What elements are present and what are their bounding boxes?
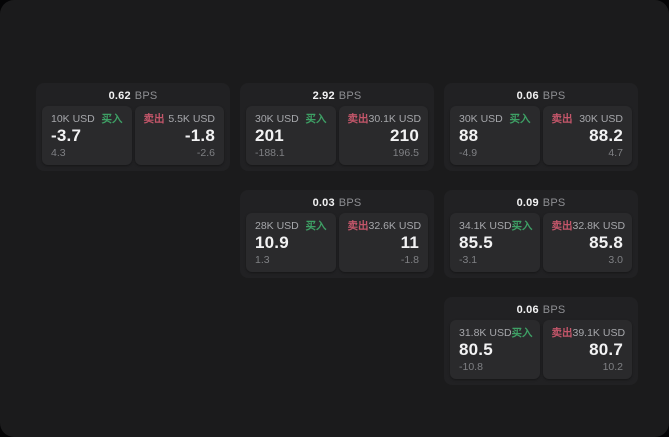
sell-amount: 5.5K USD [168,113,215,125]
bps-suffix-label: BPS [338,90,362,102]
buy-price: 10.9 [255,233,289,252]
quote-card: 2.92 BPS 30K USD 买入 201 -188.1 卖出 30.1K U… [240,83,434,171]
sell-amount: 30K USD [579,113,623,125]
quote-card: 0.06 BPS 31.8K USD 买入 80.5 -10.8 卖出 39.1K… [444,297,638,385]
buy-price: 80.5 [459,340,493,359]
sell-panel[interactable]: 卖出 30.1K USD 210 196.5 [338,106,428,165]
buy-amount: 10K USD [51,113,95,125]
buy-sell-row: 30K USD 买入 88 -4.9 卖出 30K USD 88.2 4.7 [450,106,632,165]
buy-side-label: 买入 [511,220,533,232]
card-header: 2.92 BPS [246,87,428,106]
buy-side-label: 买入 [305,220,327,232]
bps-suffix-label: BPS [542,197,566,209]
buy-delta: -10.8 [459,361,483,373]
card-header: 0.06 BPS [450,87,632,106]
buy-sell-row: 28K USD 买入 10.9 1.3 卖出 32.6K USD 11 -1.8 [246,213,428,272]
sell-delta: 196.5 [392,147,419,159]
sell-side-label: 卖出 [347,220,369,232]
buy-panel[interactable]: 31.8K USD 买入 80.5 -10.8 [450,320,540,379]
bps-suffix-label: BPS [338,197,362,209]
sell-amount: 32.6K USD [368,220,422,232]
buy-side-label: 买入 [511,327,533,339]
sell-delta: 4.7 [608,147,623,159]
sell-price: 88.2 [589,126,623,145]
sell-panel[interactable]: 卖出 32.8K USD 85.8 3.0 [542,213,632,272]
buy-delta: -3.1 [459,254,478,266]
sell-delta: -1.8 [400,254,419,266]
buy-price: 85.5 [459,233,493,252]
buy-amount: 30K USD [255,113,299,125]
sell-panel[interactable]: 卖出 5.5K USD -1.8 -2.6 [134,106,224,165]
bps-value: 0.06 [516,304,539,316]
buy-amount: 28K USD [255,220,299,232]
buy-sell-row: 30K USD 买入 201 -188.1 卖出 30.1K USD 210 1… [246,106,428,165]
sell-price: 11 [400,233,419,252]
sell-side-label: 卖出 [551,327,573,339]
sell-delta: 10.2 [602,361,623,373]
buy-delta: -4.9 [459,147,478,159]
sell-panel[interactable]: 卖出 30K USD 88.2 4.7 [542,106,632,165]
sell-price: 210 [390,126,419,145]
buy-amount: 30K USD [459,113,503,125]
buy-side-label: 买入 [509,113,531,125]
quote-card: 0.09 BPS 34.1K USD 买入 85.5 -3.1 卖出 32.8K … [444,190,638,278]
buy-side-label: 买入 [305,113,327,125]
buy-amount: 31.8K USD [459,327,512,339]
sell-panel[interactable]: 卖出 39.1K USD 80.7 10.2 [542,320,632,379]
sell-amount: 39.1K USD [572,327,626,339]
card-header: 0.62 BPS [42,87,224,106]
buy-delta: -188.1 [255,147,285,159]
buy-delta: 1.3 [255,254,270,266]
quote-card: 0.62 BPS 10K USD 买入 -3.7 4.3 卖出 5.5K USD … [36,83,230,171]
bps-suffix-label: BPS [542,90,566,102]
sell-panel[interactable]: 卖出 32.6K USD 11 -1.8 [338,213,428,272]
quote-card: 0.06 BPS 30K USD 买入 88 -4.9 卖出 30K USD 88… [444,83,638,171]
buy-panel[interactable]: 34.1K USD 买入 85.5 -3.1 [450,213,540,272]
sell-side-label: 卖出 [347,113,369,125]
bps-suffix-label: BPS [542,304,566,316]
sell-delta: 3.0 [608,254,623,266]
quote-card-grid: 0.62 BPS 10K USD 买入 -3.7 4.3 卖出 5.5K USD … [36,83,638,385]
buy-price: -3.7 [51,126,82,145]
sell-price: 80.7 [589,340,623,359]
bps-suffix-label: BPS [134,90,158,102]
card-header: 0.06 BPS [450,301,632,320]
buy-side-label: 买入 [101,113,123,125]
buy-delta: 4.3 [51,147,66,159]
buy-price: 88 [459,126,479,145]
bps-value: 2.92 [312,90,335,102]
bps-value: 0.09 [516,197,539,209]
buy-price: 201 [255,126,284,145]
buy-sell-row: 31.8K USD 买入 80.5 -10.8 卖出 39.1K USD 80.… [450,320,632,379]
buy-panel[interactable]: 30K USD 买入 201 -188.1 [246,106,336,165]
sell-amount: 30.1K USD [368,113,422,125]
sell-delta: -2.6 [196,147,215,159]
buy-panel[interactable]: 10K USD 买入 -3.7 4.3 [42,106,132,165]
buy-panel[interactable]: 30K USD 买入 88 -4.9 [450,106,540,165]
buy-panel[interactable]: 28K USD 买入 10.9 1.3 [246,213,336,272]
sell-side-label: 卖出 [551,113,573,125]
sell-price: 85.8 [589,233,623,252]
bps-value: 0.03 [312,197,335,209]
card-header: 0.03 BPS [246,194,428,213]
sell-amount: 32.8K USD [572,220,626,232]
sell-side-label: 卖出 [551,220,573,232]
sell-side-label: 卖出 [143,113,165,125]
buy-amount: 34.1K USD [459,220,512,232]
buy-sell-row: 34.1K USD 买入 85.5 -3.1 卖出 32.8K USD 85.8… [450,213,632,272]
buy-sell-row: 10K USD 买入 -3.7 4.3 卖出 5.5K USD -1.8 -2.… [42,106,224,165]
quote-card: 0.03 BPS 28K USD 买入 10.9 1.3 卖出 32.6K USD… [240,190,434,278]
bps-value: 0.62 [108,90,131,102]
card-header: 0.09 BPS [450,194,632,213]
bps-value: 0.06 [516,90,539,102]
sell-price: -1.8 [184,126,215,145]
